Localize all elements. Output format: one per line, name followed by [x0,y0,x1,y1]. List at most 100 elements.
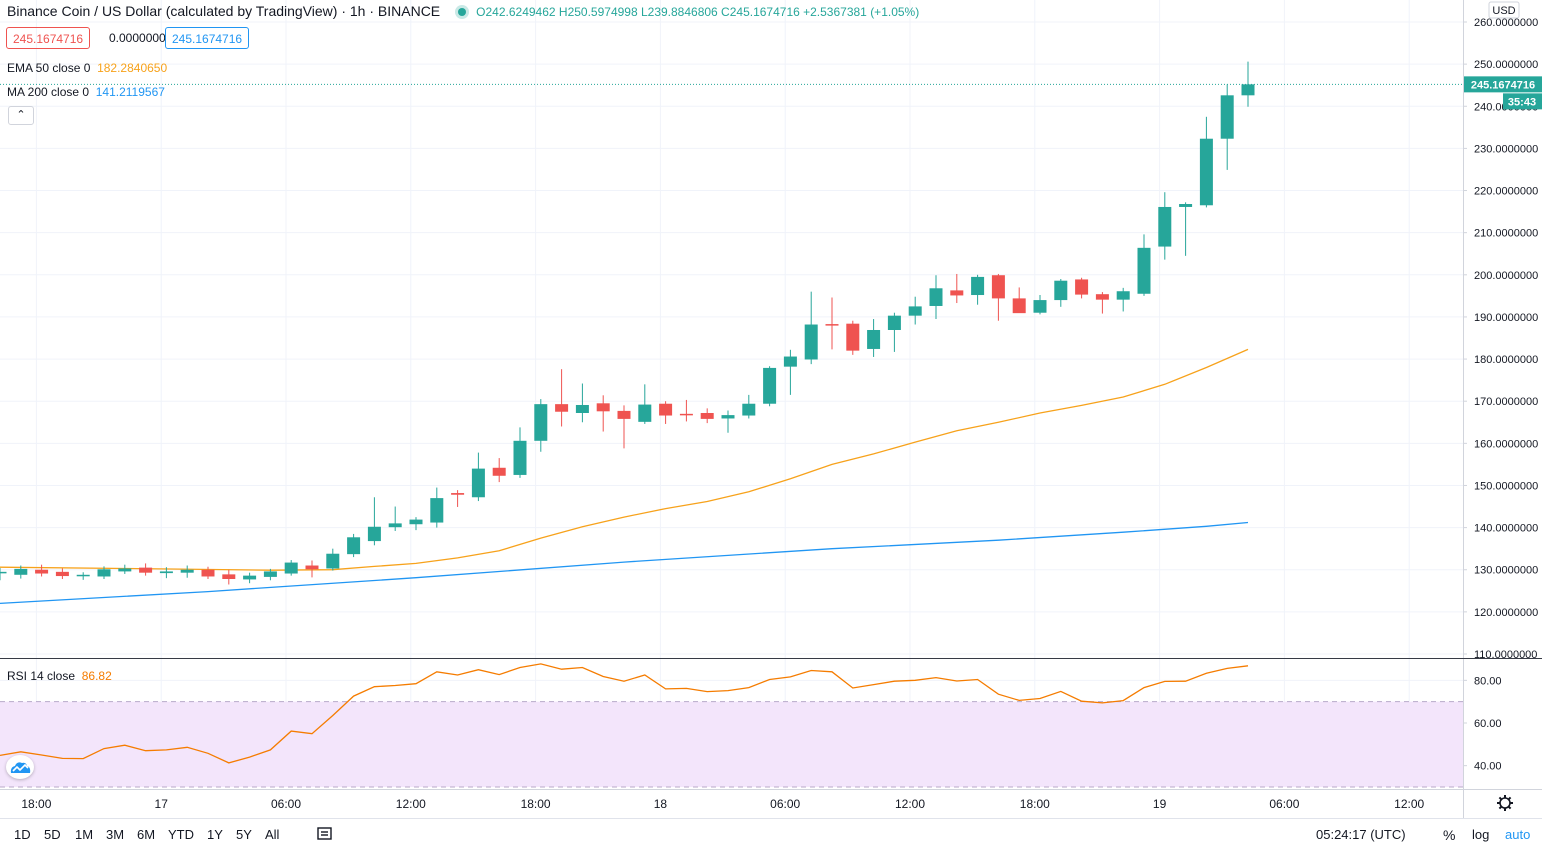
currency-label[interactable]: USD [1488,1,1520,19]
candle-up [804,291,818,365]
candle-body [263,571,277,577]
settings-gear-icon[interactable] [1497,795,1513,811]
candle-body [659,403,673,416]
price-axis[interactable]: 260.0000000250.0000000240.0000000230.000… [1463,17,1538,661]
range-all[interactable]: All [265,827,280,842]
candle-body [222,574,236,580]
range-1m[interactable]: 1M [75,827,94,842]
candle-body [513,440,527,475]
log-toggle[interactable]: log [1472,827,1490,842]
candle-body [118,568,132,572]
candle-down [1075,277,1089,299]
percent-toggle[interactable]: % [1443,827,1456,843]
time-tick-label: 19 [1153,797,1167,811]
price-tick-label: 210.0000000 [1474,228,1538,240]
candle-up [534,399,548,452]
time-tick-label: 18:00 [21,797,51,811]
candlestick-series [0,61,1255,585]
candle-up [180,565,194,578]
candle-up [513,427,527,478]
candle-body [534,404,548,441]
ema-legend[interactable]: EMA 50 close 0 182.2840650 [7,61,167,75]
candle-body [1241,84,1255,96]
candle-body [971,276,985,296]
candle-down [617,405,631,449]
candle-body [908,306,922,316]
time-tick-label: 06:00 [1269,797,1299,811]
compare-icon[interactable] [316,826,334,845]
candle-down [139,563,153,576]
countdown-label: 35:43 [1508,96,1536,108]
bid-price[interactable]: 245.1674716 [6,27,91,49]
candle-body [638,404,652,422]
candle-up [263,568,277,581]
time-tick-label: 06:00 [271,797,301,811]
candle-up [326,548,340,571]
range-5y[interactable]: 5Y [236,827,252,842]
bottom-toolbar: 1D 5D 1M 3M 6M YTD 1Y 5Y All 05:24:17 (UTC) % lo… [0,818,1542,850]
price-tick-label: 120.0000000 [1474,607,1538,619]
candle-body [139,567,153,573]
candle-up [243,572,257,584]
collapse-legend-button[interactable]: ⌃ [8,106,34,125]
time-axis[interactable]: 18:00 17 06:00 12:00 18:00 18 06:00 12:00 18:00 1… [21,797,1424,811]
ask-price[interactable]: 245.1674716 [165,27,250,49]
rsi-tick-label: 60.00 [1474,718,1502,730]
candle-body [97,569,111,577]
range-1d[interactable]: 1D [14,827,31,842]
range-1y[interactable]: 1Y [207,827,223,842]
rsi-axis[interactable]: 80.00 60.00 40.00 [1463,675,1502,773]
candle-up [887,312,901,352]
utc-clock[interactable]: 05:24:17 (UTC) [1316,827,1406,842]
candle-body [721,415,735,419]
market-status-icon[interactable] [458,7,467,16]
candle-up [118,564,132,574]
price-tick-label: 200.0000000 [1474,270,1538,282]
candle-down [492,458,506,483]
ma200-series [0,521,1249,605]
ma-legend[interactable]: MA 200 close 0 141.2119567 [7,85,165,99]
auto-toggle[interactable]: auto [1505,827,1531,842]
rsi-label: RSI 14 close [7,669,76,683]
candle-up [367,497,381,546]
candle-body [1054,280,1068,301]
chart-axes [0,0,1542,819]
candle-down [991,273,1005,321]
range-6m[interactable]: 6M [137,827,156,842]
price-tick-label: 170.0000000 [1474,396,1538,408]
candle-body [388,523,402,528]
price-tick-label: 230.0000000 [1474,143,1538,155]
rsi-tick-label: 80.00 [1474,675,1502,687]
range-5d[interactable]: 5D [44,827,61,842]
candle-body [867,329,881,349]
candle-body [305,565,319,570]
candle-down [700,408,714,424]
candle-down [305,560,319,578]
price-tick-label: 220.0000000 [1474,186,1538,198]
candle-up [388,506,402,531]
candle-body [950,290,964,296]
candle-up [1116,287,1130,312]
range-ytd[interactable]: YTD [168,827,194,842]
candle-body [596,403,610,412]
candle-body [555,404,569,412]
candle-up [721,410,735,433]
candle-up [1220,84,1234,170]
rsi-value: 86.82 [81,669,112,683]
candle-up [284,560,298,576]
candle-up [575,383,589,423]
rsi-legend[interactable]: RSI 14 close 86.82 [7,669,112,683]
symbol-title[interactable]: Binance Coin / US Dollar (calculated by … [7,3,441,19]
price-tick-label: 250.0000000 [1474,59,1538,71]
time-tick-label: 18:00 [521,797,551,811]
range-3m[interactable]: 3M [106,827,125,842]
tradingview-logo[interactable] [6,755,34,779]
candle-down [1095,292,1109,314]
candle-body [700,412,714,419]
candle-up [1033,295,1047,315]
candle-down [659,401,673,424]
candle-up [1199,116,1213,208]
candle-up [430,487,444,528]
candle-body [1075,279,1089,295]
